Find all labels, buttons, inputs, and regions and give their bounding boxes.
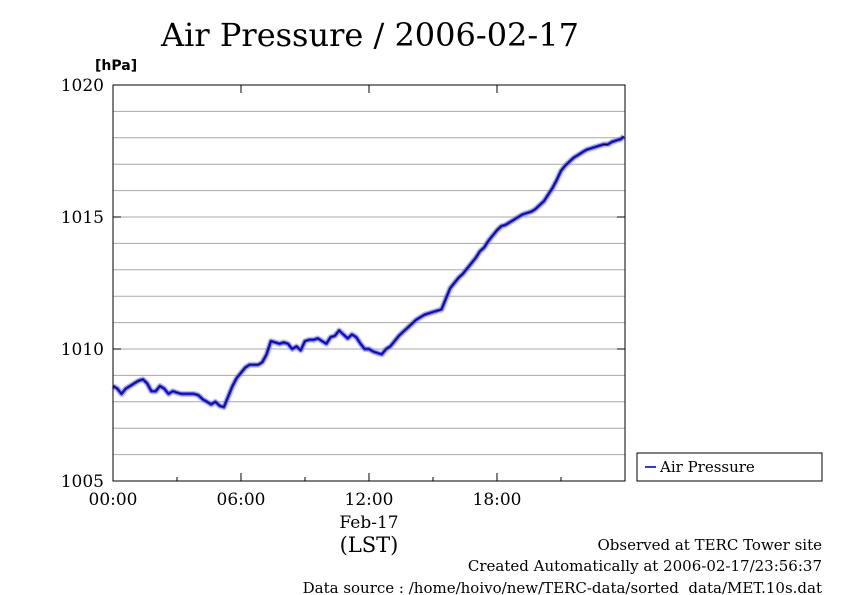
plot-frame (112, 84, 626, 482)
footer-created-timestamp: Created Automatically at 2006-02-17/23:5… (468, 557, 822, 575)
grid-lines (113, 110, 625, 456)
y-axis-ticks: 1005 1010 1015 1020 (61, 76, 625, 492)
x-axis-label: (LST) (340, 533, 399, 557)
legend-box (636, 452, 823, 482)
y-tick-label: 1010 (61, 340, 104, 360)
legend-label-air-pressure: Air Pressure (659, 458, 755, 476)
x-tick-label: 06:00 (217, 490, 266, 510)
y-tick-label: 1020 (61, 76, 104, 96)
y-axis-unit-label: [hPa] (95, 58, 137, 74)
y-tick-label: 1015 (61, 208, 104, 228)
series-line-halo (111, 134, 626, 411)
footer-data-source: Data source : /home/hoivo/new/TERC-data/… (303, 579, 822, 595)
x-axis-ticks: 00:00 06:00 12:00 18:00 (89, 85, 562, 510)
y-tick-label: 1005 (61, 472, 104, 492)
x-tick-label: 18:00 (473, 490, 522, 510)
x-tick-label: 12:00 (345, 490, 394, 510)
x-tick-label: 00:00 (89, 490, 138, 510)
series-line-core (112, 136, 625, 408)
x-axis-date-label: Feb-17 (339, 513, 398, 533)
footer-observed-site: Observed at TERC Tower site (597, 536, 822, 554)
chart-title: Air Pressure / 2006-02-17 (160, 16, 579, 54)
series-group (111, 134, 626, 411)
legend: Air Pressure (636, 452, 823, 482)
series-line-air-pressure (112, 135, 625, 409)
